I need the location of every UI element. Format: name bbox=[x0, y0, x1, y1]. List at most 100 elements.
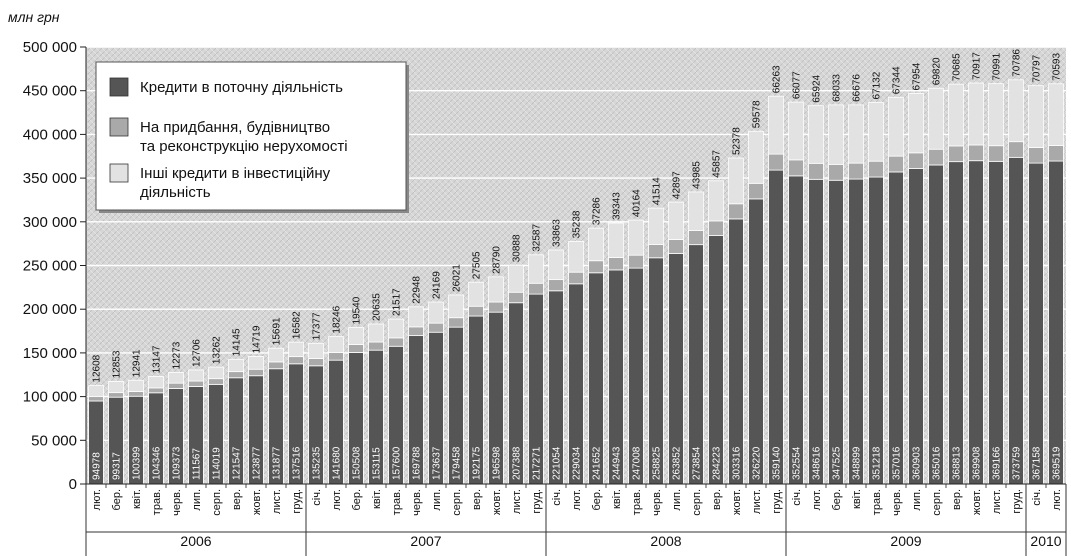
bar-segment-real_estate bbox=[188, 380, 204, 387]
data-label-current: 192175 bbox=[472, 446, 483, 480]
bar-segment-real_estate bbox=[368, 341, 384, 351]
bar-segment-current bbox=[768, 169, 784, 485]
data-label-other: 45857 bbox=[712, 150, 723, 178]
data-label-current: 284223 bbox=[712, 446, 723, 480]
data-label-current: 241652 bbox=[592, 446, 603, 480]
bar-segment-other bbox=[748, 130, 764, 184]
data-label-current: 247008 bbox=[632, 446, 643, 480]
bar-segment-current bbox=[868, 176, 884, 485]
bar-segment-other bbox=[388, 318, 404, 339]
bars-group bbox=[88, 79, 1064, 485]
data-label-other: 66263 bbox=[772, 65, 783, 93]
data-label-other: 13147 bbox=[152, 345, 163, 373]
bar-segment-other bbox=[728, 157, 744, 205]
x-category-label: вер. bbox=[711, 489, 723, 510]
data-label-other: 67954 bbox=[912, 62, 923, 90]
bar-segment-real_estate bbox=[488, 301, 504, 313]
bar-segment-current bbox=[788, 175, 804, 485]
bar-segment-current bbox=[888, 171, 904, 485]
x-category-label: вер. bbox=[471, 489, 483, 510]
bar-segment-other bbox=[208, 366, 224, 380]
bar-segment-current bbox=[928, 164, 944, 485]
bar-segment-other bbox=[828, 104, 844, 165]
bar-segment-real_estate bbox=[728, 203, 744, 220]
x-category-label: лип. bbox=[671, 489, 683, 511]
year-label: 2010 bbox=[1030, 533, 1061, 549]
bar-segment-real_estate bbox=[108, 392, 124, 398]
bar-segment-other bbox=[888, 96, 904, 157]
x-category-label: черв. bbox=[411, 489, 423, 516]
bar-segment-real_estate bbox=[588, 260, 604, 274]
data-label-current: 150508 bbox=[352, 446, 363, 480]
data-label-current: 196598 bbox=[492, 446, 503, 480]
bar-segment-real_estate bbox=[388, 337, 404, 347]
bar-segment-real_estate bbox=[788, 159, 804, 177]
x-category-label: бер. bbox=[831, 489, 843, 510]
bar-segment-real_estate bbox=[268, 361, 284, 370]
x-category-label: лист. bbox=[271, 489, 283, 514]
x-category-label: груд. bbox=[531, 489, 543, 514]
bar-segment-other bbox=[468, 281, 484, 307]
data-label-other: 27505 bbox=[472, 251, 483, 279]
data-label-current: 258825 bbox=[652, 446, 663, 480]
bar-segment-real_estate bbox=[968, 144, 984, 162]
bar-segment-other bbox=[228, 358, 244, 373]
data-label-current: 263852 bbox=[672, 446, 683, 480]
bar-segment-real_estate bbox=[228, 371, 244, 379]
data-label-current: 121547 bbox=[232, 446, 243, 480]
data-label-current: 360903 bbox=[912, 446, 923, 480]
x-category-label: трав. bbox=[391, 489, 403, 515]
legend-swatch-real_estate bbox=[109, 117, 129, 137]
bar-segment-real_estate bbox=[928, 148, 944, 166]
legend-label-real_estate: На придбання, будівництво bbox=[140, 119, 330, 136]
x-category-label: серп. bbox=[931, 489, 943, 516]
data-label-other: 35238 bbox=[572, 210, 583, 238]
data-label-other: 12273 bbox=[172, 341, 183, 369]
data-label-current: 369519 bbox=[1052, 446, 1063, 480]
legend-label-current: Кредити в поточну діяльність bbox=[140, 79, 343, 96]
y-tick-label: 100 000 bbox=[23, 389, 77, 406]
bar-segment-other bbox=[988, 83, 1004, 147]
bar-segment-real_estate bbox=[748, 182, 764, 200]
bar-segment-other bbox=[368, 323, 384, 343]
bar-segment-real_estate bbox=[428, 322, 444, 333]
bar-segment-other bbox=[648, 207, 664, 245]
x-category-label: груд. bbox=[771, 489, 783, 514]
bar-segment-real_estate bbox=[288, 356, 304, 365]
data-label-other: 22948 bbox=[412, 276, 423, 304]
year-label: 2009 bbox=[890, 533, 921, 549]
bar-segment-current bbox=[968, 160, 984, 485]
data-label-other: 20635 bbox=[372, 293, 383, 321]
x-category-label: лип. bbox=[191, 489, 203, 511]
x-category-label: жовт. bbox=[731, 489, 743, 515]
x-category-label: черв. bbox=[171, 489, 183, 516]
bar-segment-other bbox=[288, 341, 304, 358]
data-label-other: 66077 bbox=[792, 71, 803, 99]
data-label-other: 70685 bbox=[952, 53, 963, 81]
data-label-other: 32587 bbox=[532, 224, 543, 252]
data-label-other: 40164 bbox=[632, 189, 643, 217]
data-label-other: 69820 bbox=[932, 57, 943, 85]
bar-segment-other bbox=[928, 87, 944, 150]
bar-segment-other bbox=[948, 83, 964, 147]
data-label-current: 347525 bbox=[832, 446, 843, 480]
data-label-current: 373759 bbox=[1012, 446, 1023, 480]
bar-segment-real_estate bbox=[1048, 145, 1064, 162]
data-label-current: 173637 bbox=[432, 446, 443, 480]
data-label-other: 70797 bbox=[1032, 54, 1043, 82]
x-category-label: бер. bbox=[351, 489, 363, 510]
bar-segment-other bbox=[248, 355, 264, 370]
x-category-label: лют. bbox=[331, 489, 343, 510]
data-label-current: 137516 bbox=[292, 446, 303, 480]
data-label-other: 30888 bbox=[512, 234, 523, 262]
x-category-label: трав. bbox=[871, 489, 883, 515]
y-tick-label: 300 000 bbox=[23, 214, 77, 231]
data-label-current: 94978 bbox=[92, 452, 103, 480]
bar-segment-other bbox=[968, 82, 984, 146]
data-label-current: 351218 bbox=[872, 446, 883, 480]
bar-segment-other bbox=[768, 95, 784, 155]
data-label-other: 70991 bbox=[992, 52, 1003, 80]
data-label-other: 33863 bbox=[552, 219, 563, 247]
data-label-current: 369908 bbox=[972, 446, 983, 480]
